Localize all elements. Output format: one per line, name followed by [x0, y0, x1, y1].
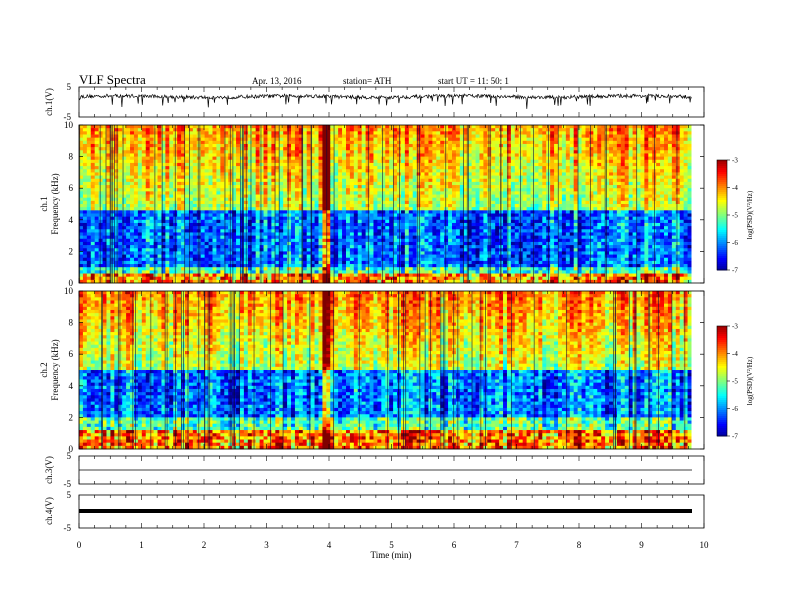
ch1-spectrogram-image: [79, 125, 704, 284]
frequency-tick-label: 0: [69, 278, 74, 288]
frequency-tick-label: 4: [69, 381, 74, 391]
colorbar-tick-label: -6: [732, 405, 738, 413]
frequency-tick-label: 8: [69, 318, 74, 328]
date-label: Apr. 13, 2016: [252, 76, 302, 86]
frequency-tick-label: 4: [69, 215, 74, 225]
ch2-channel-label: ch.2: [39, 362, 49, 377]
time-tick-label: 0: [77, 540, 82, 550]
time-tick-label: 3: [264, 540, 269, 550]
colorbar-tick-label: -7: [732, 267, 738, 275]
colorbar-tick-label: -3: [732, 157, 738, 165]
figure-title: VLF Spectra: [79, 72, 146, 87]
frequency-tick-label: 8: [69, 152, 74, 162]
frequency-tick-label: 6: [69, 349, 74, 359]
ch2-colorbar-ticks: -3 -4 -5 -6 -7: [727, 323, 738, 441]
ch4-voltage-label: ch.4(V): [44, 497, 54, 525]
spectrogram-no-data: [691, 291, 704, 449]
colorbar-tick-label: -3: [732, 323, 738, 331]
time-tick-label: 8: [577, 540, 582, 550]
time-tick-label: 5: [389, 540, 394, 550]
time-tick-label: 6: [452, 540, 457, 550]
ch1-frequency-label: Frequency (kHz): [50, 173, 60, 234]
colorbar-tick-label: -5: [732, 378, 738, 386]
time-tick-label: 9: [639, 540, 644, 550]
ch3-ytick-top: 5: [67, 451, 72, 461]
time-tick-label: 4: [327, 540, 332, 550]
colorbar-tick-label: -4: [732, 350, 738, 358]
time-axis-tick-labels: 0 1 2 3 4 5 6 7 8 9 10: [77, 540, 709, 550]
frequency-tick-label: 2: [69, 246, 74, 256]
ch1-spectrogram-panel: 0 2 4 6 8 10 ch.1 Frequency (kHz): [39, 120, 705, 288]
frequency-tick-label: 10: [64, 120, 74, 130]
ch1-ytick-bottom: -5: [64, 112, 72, 122]
ch3-waveform-panel: 5 -5 ch.3(V): [44, 451, 705, 489]
ch1-frequency-ticks: 0 2 4 6 8 10: [64, 120, 704, 288]
ch4-waveform-panel: 5 -5 ch.4(V): [44, 490, 705, 533]
ch1-colorbar-ticks: -3 -4 -5 -6 -7: [727, 157, 738, 275]
ch2-frequency-ticks: 0 2 4 6 8 10: [64, 286, 704, 454]
colorbar-tick-label: -5: [732, 212, 738, 220]
ch1-ytick-top: 5: [67, 82, 72, 92]
time-tick-label: 7: [514, 540, 519, 550]
ch1-colorbar: -3 -4 -5 -6 -7 log(PSD)(V²/Hz): [716, 157, 754, 275]
ch1-colorbar-label: log(PSD)(V²/Hz): [746, 190, 754, 239]
colorbar-tick-label: -6: [732, 239, 738, 247]
ch2-frequency-label: Frequency (kHz): [50, 339, 60, 400]
ch1-channel-label: ch.1: [39, 196, 49, 211]
ch1-waveform-line: [78, 93, 692, 109]
time-axis-label: Time (min): [371, 550, 412, 560]
ch4-ytick-top: 5: [67, 490, 72, 500]
ch2-spectrogram-panel: 0 2 4 6 8 10 ch.2 Frequency (kHz): [39, 286, 705, 454]
spectrogram-no-data: [691, 125, 704, 283]
ch3-voltage-label: ch.3(V): [44, 456, 54, 484]
frequency-tick-label: 6: [69, 183, 74, 193]
ch4-waveform-trace: [79, 509, 692, 513]
colorbar-tick-label: -7: [732, 433, 738, 441]
time-tick-label: 10: [700, 540, 710, 550]
ch1-waveform-panel: 5 -5 ch.1(V): [44, 82, 705, 122]
ch3-ytick-bottom: -5: [64, 479, 72, 489]
time-tick-label: 2: [202, 540, 207, 550]
frequency-tick-label: 10: [64, 286, 74, 296]
ch2-colorbar-label: log(PSD)(V²/Hz): [746, 356, 754, 405]
ch2-spectrogram-image: [78, 291, 704, 450]
time-tick-label: 1: [139, 540, 144, 550]
ch4-ytick-bottom: -5: [64, 523, 72, 533]
ch1-colorbar-gradient: [717, 160, 727, 271]
frequency-tick-label: 0: [69, 444, 74, 454]
ch2-colorbar: -3 -4 -5 -6 -7 log(PSD)(V²/Hz): [716, 323, 754, 441]
ch1-waveform-trace: [78, 93, 692, 109]
frequency-tick-label: 2: [69, 412, 74, 422]
start-time-label: start UT = 11: 50: 1: [438, 76, 509, 86]
ch1-voltage-label: ch.1(V): [44, 88, 54, 116]
colorbar-tick-label: -4: [732, 184, 738, 192]
ch2-colorbar-gradient: [717, 326, 727, 437]
time-axis-ticks: [78, 87, 705, 528]
station-label: station= ATH: [343, 76, 392, 86]
